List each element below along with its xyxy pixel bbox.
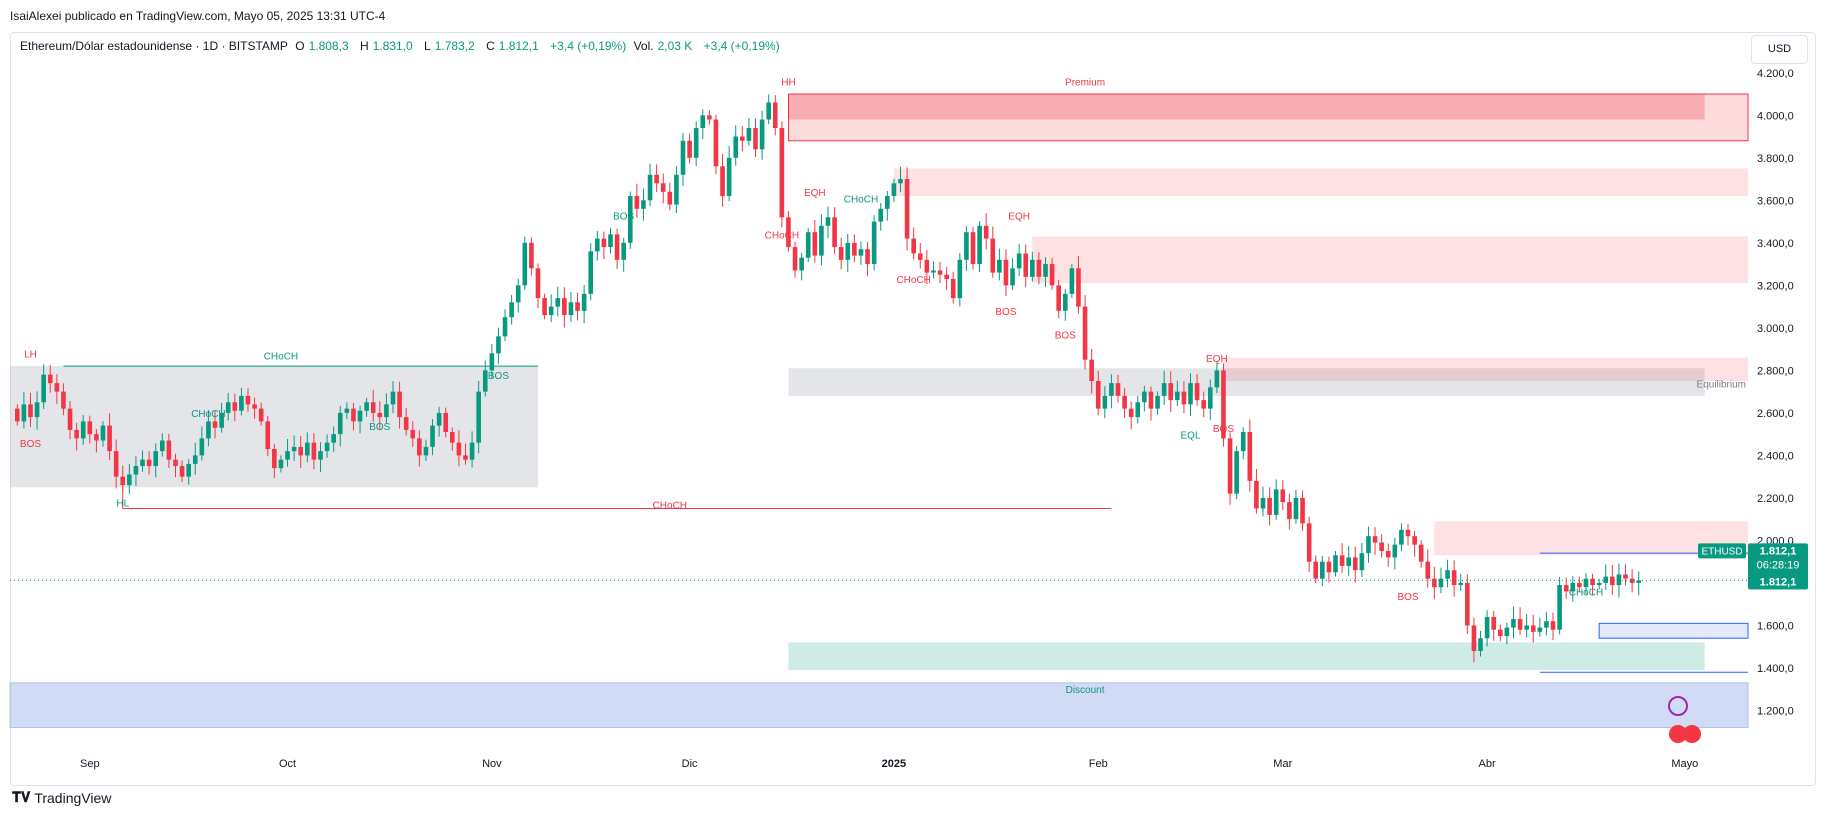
close-label: C 1.812,1 <box>486 39 539 53</box>
high-label: H 1.831,0 <box>359 39 413 53</box>
tradingview-logo-icon: 𝐓𝐕 <box>12 789 31 805</box>
volume-change: +3,4 (+0,19%) <box>703 39 780 53</box>
symbol-title[interactable]: Ethereum/Dólar estadounidense · 1D · BIT… <box>20 39 288 53</box>
chart-frame <box>10 32 1816 786</box>
low-label: L 1.783,2 <box>424 39 475 53</box>
brand-name: TradingView <box>34 789 112 806</box>
open-label: O 1.808,3 <box>295 39 349 53</box>
ohlc-legend: Ethereum/Dólar estadounidense · 1D · BIT… <box>20 39 784 53</box>
volume-label: Vol. 2,03 K <box>633 39 693 53</box>
publisher-credit: IsaiAlexei publicado en TradingView.com,… <box>10 9 386 23</box>
change-value: +3,4 (+0,19%) <box>550 39 627 53</box>
footer-brand[interactable]: 𝐓𝐕 TradingView <box>12 789 111 806</box>
currency-button[interactable]: USD <box>1751 35 1808 64</box>
